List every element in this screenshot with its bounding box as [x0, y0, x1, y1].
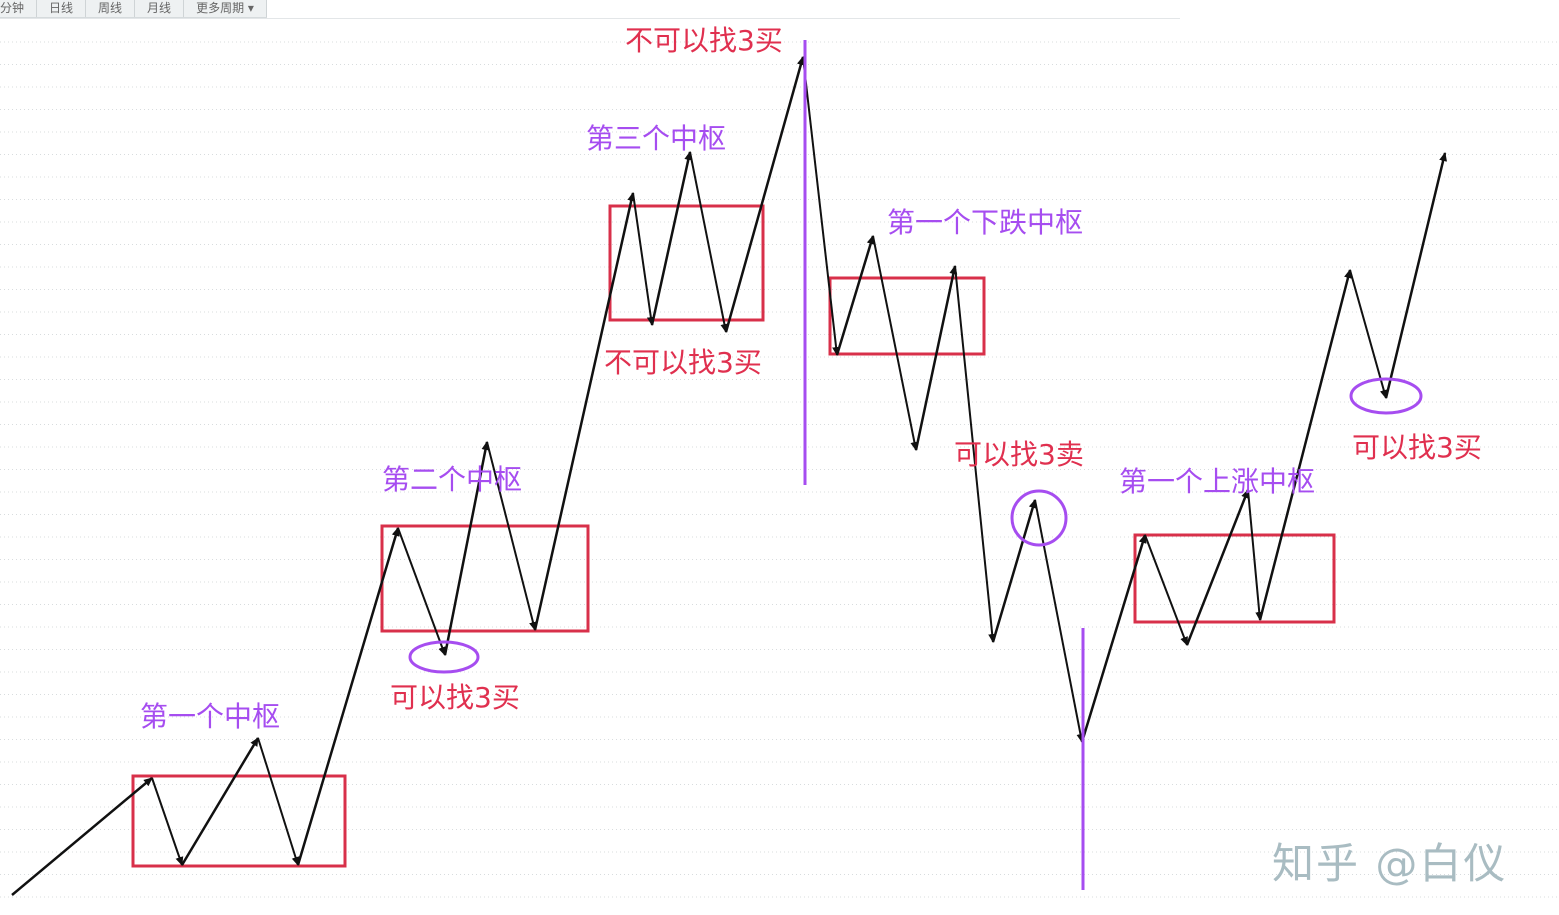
- buy3-circle: [1349, 377, 1423, 415]
- tab-minute[interactable]: 分钟: [0, 0, 38, 17]
- stroke-arrow: [872, 235, 919, 451]
- period-tabs: 分钟 日线 周线 月线 更多周期 ▾: [0, 0, 267, 18]
- label-cannot-buy3-top: 不可以找3买: [625, 24, 783, 57]
- watermark: 知乎 @白仪: [1272, 839, 1508, 888]
- stroke-arrow: [486, 441, 537, 631]
- stroke-arrow: [1258, 269, 1352, 621]
- label-first-down-pivot: 第一个下跌中枢: [887, 206, 1084, 239]
- stroke-arrow: [151, 777, 184, 866]
- stroke-arrow: [1034, 499, 1085, 743]
- stroke-arrow: [1185, 489, 1250, 646]
- label-cannot-buy3: 不可以找3买: [604, 346, 762, 379]
- label-first-pivot: 第一个中枢: [140, 700, 281, 733]
- tab-daily[interactable]: 日线: [37, 0, 87, 17]
- pivot-box: [380, 524, 590, 633]
- tab-monthly[interactable]: 月线: [135, 0, 185, 17]
- stroke-arrow: [724, 56, 805, 333]
- label-can-buy3-right: 可以找3买: [1352, 431, 1482, 464]
- label-second-pivot: 第二个中枢: [382, 463, 523, 496]
- stroke-arrow: [296, 527, 400, 866]
- stroke-arrow: [533, 192, 636, 631]
- toolbar-divider: [0, 18, 1180, 19]
- stroke-arrow: [1349, 269, 1388, 399]
- stroke-arrow: [991, 499, 1037, 643]
- markers: [408, 40, 1423, 890]
- stroke-arrow: [1144, 534, 1188, 646]
- grid-lines: [0, 41, 1559, 898]
- stroke-arrow: [632, 192, 655, 326]
- pivot-box: [1133, 533, 1336, 624]
- stroke-arrow: [835, 235, 875, 356]
- label-third-pivot: 第三个中枢: [586, 122, 727, 155]
- stroke-arrow: [397, 527, 446, 656]
- pivot-box: [131, 774, 347, 868]
- stroke-arrow: [1247, 489, 1264, 621]
- buy3-circle: [408, 640, 480, 674]
- stroke-arrow: [802, 56, 841, 356]
- stroke-arrow: [689, 151, 729, 333]
- stroke-arrow: [11, 777, 153, 896]
- stroke-arrow: [650, 151, 693, 326]
- stroke-arrow: [257, 737, 300, 866]
- label-can-sell3: 可以找3卖: [954, 438, 1084, 471]
- label-can-buy3: 可以找3买: [390, 681, 520, 714]
- stroke-arrow: [180, 737, 260, 866]
- sell3-circle: [1010, 489, 1068, 547]
- label-first-up-pivot: 第一个上涨中枢: [1119, 465, 1316, 498]
- stroke-arrow: [954, 265, 997, 643]
- stroke-arrow: [443, 441, 490, 656]
- stroke-arrow: [914, 265, 958, 451]
- stroke-arrow: [1384, 152, 1448, 399]
- pivot-box: [608, 204, 765, 322]
- tab-weekly[interactable]: 周线: [86, 0, 136, 17]
- stroke-arrow: [1080, 534, 1147, 743]
- tab-more-periods[interactable]: 更多周期 ▾: [184, 0, 267, 17]
- price-strokes: [11, 56, 1448, 896]
- pivot-box: [828, 276, 986, 356]
